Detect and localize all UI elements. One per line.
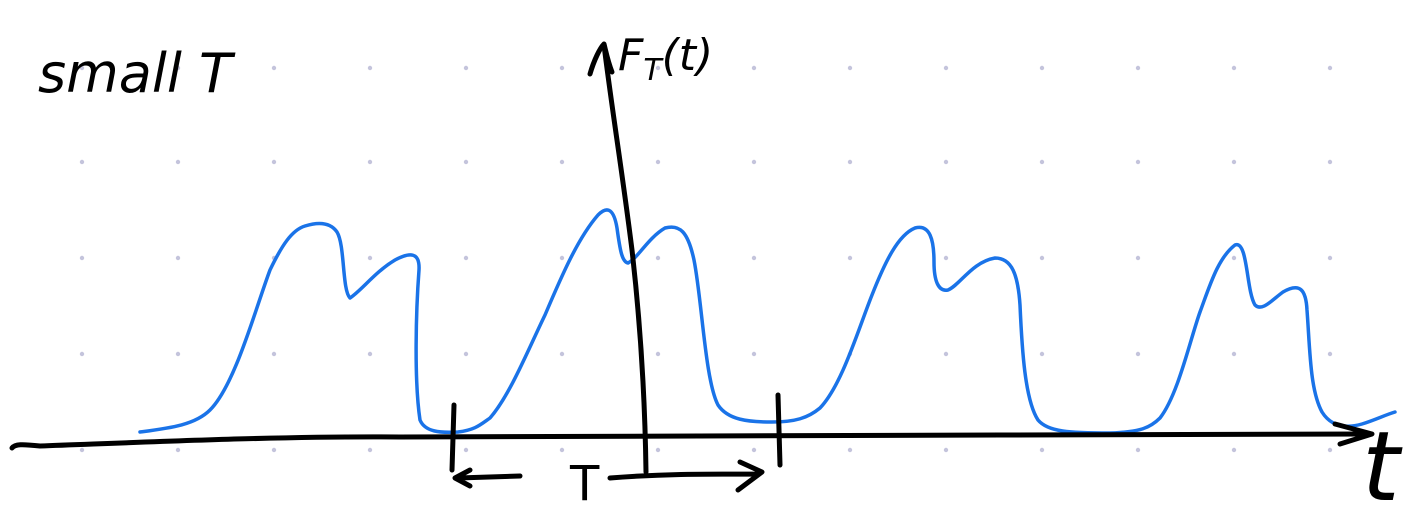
grid-dot [1328,66,1332,70]
grid-dot [1232,160,1236,164]
grid-dot [560,448,564,452]
grid-dot [176,448,180,452]
period-arrow-left [455,470,520,486]
grid-dot [1040,66,1044,70]
grid-dot [368,66,372,70]
grid-dot [1136,352,1140,356]
grid-dot [944,352,948,356]
waveform [140,210,1395,433]
grid-dot [848,256,852,260]
grid-dot [1232,66,1236,70]
grid-dot [272,160,276,164]
grid-dot [368,448,372,452]
grid-dot [560,352,564,356]
y-axis-label: FT(t) [618,30,713,88]
grid-dot [752,160,756,164]
grid-dot [176,160,180,164]
grid-dot [752,448,756,452]
grid-dot [1136,448,1140,452]
grid-dot [176,352,180,356]
grid-dot [80,160,84,164]
grid-dot [656,352,660,356]
grid-dot [944,160,948,164]
period-tick-right [778,395,780,465]
grid-dot [80,448,84,452]
grid-dot [464,448,468,452]
grid-dot [1136,256,1140,260]
grid-dot [464,160,468,164]
grid-dot [1136,160,1140,164]
grid-dot [752,352,756,356]
period-arrow-right [610,462,762,490]
grid-dot [80,256,84,260]
whiteboard: small T FT(t) T t [0,0,1421,507]
grid-dot [1040,256,1044,260]
grid-dot [752,66,756,70]
y-label-base: F [618,30,644,81]
y-axis-arrowhead [590,44,612,74]
grid-dot [1040,352,1044,356]
grid-dot [656,160,660,164]
grid-dot [1328,352,1332,356]
grid-dot [176,256,180,260]
y-label-rest: (t) [662,30,714,81]
grid-dot [560,256,564,260]
grid-dot [656,256,660,260]
grid-dot [848,66,852,70]
grid-dot [1328,448,1332,452]
title: small T [38,42,236,105]
grid-dot [848,448,852,452]
grid-dot [848,160,852,164]
grid-dot [464,66,468,70]
grid-dot [656,448,660,452]
grid-dot [752,256,756,260]
grid-dot [560,66,564,70]
x-axis-label: t [1362,411,1403,507]
grid-dot [272,352,276,356]
grid-dot [80,352,84,356]
grid-dot [368,256,372,260]
grid-dot [464,256,468,260]
grid-dot [464,352,468,356]
grid-dot [272,66,276,70]
grid-dot [1040,448,1044,452]
grid-dot [944,448,948,452]
grid-dot [368,352,372,356]
grid-dot [1232,352,1236,356]
grid-dot [944,66,948,70]
grid-dot [944,256,948,260]
period-label: T [569,456,600,507]
grid-dot [1328,256,1332,260]
grid-dot [1232,256,1236,260]
grid-dot [1136,66,1140,70]
x-axis [12,434,1368,448]
grid-dot [1040,160,1044,164]
dot-grid [80,66,1332,452]
grid-dot [368,160,372,164]
grid-dot [1328,160,1332,164]
period-tick-left [452,405,454,470]
grid-dot [272,448,276,452]
grid-dot [560,160,564,164]
grid-dot [1232,448,1236,452]
